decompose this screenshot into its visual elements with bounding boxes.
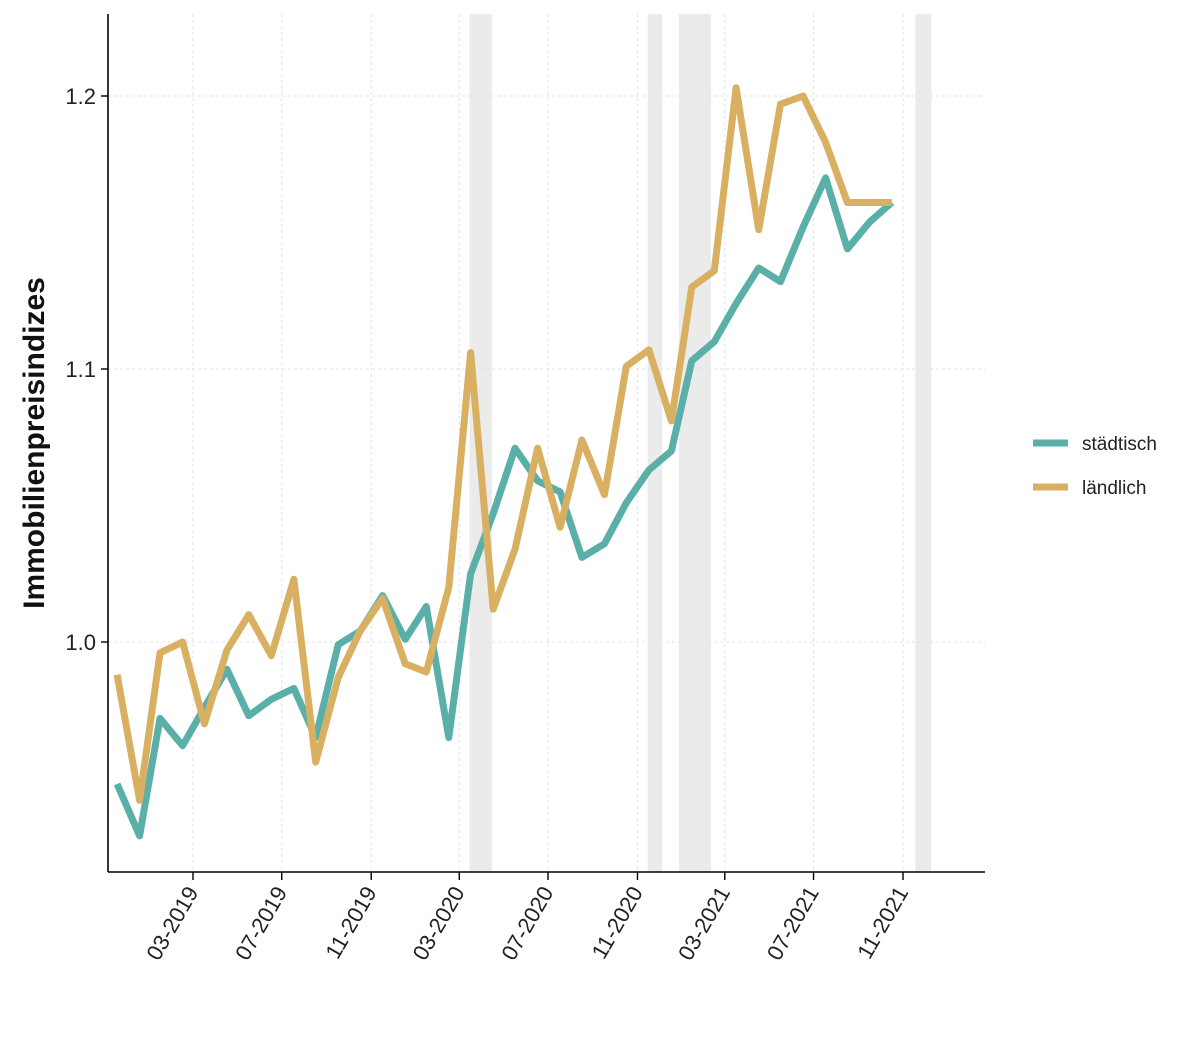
x-tick-label: 11-2021 [852, 882, 913, 963]
x-tick-label: 07-2021 [762, 882, 824, 964]
axes [107, 14, 985, 873]
x-tick-label: 03-2019 [141, 882, 203, 964]
legend-label: ländlich [1082, 478, 1146, 499]
x-tick-label: 03-2021 [673, 882, 735, 964]
x-tick-label: 11-2020 [587, 882, 648, 963]
x-tick-label: 07-2020 [496, 882, 558, 964]
legend: städtisch ländlich [1033, 434, 1157, 499]
x-tick-label: 07-2019 [230, 882, 292, 964]
grid [108, 14, 985, 872]
y-tick-label: 1.2 [65, 84, 96, 109]
shaded-periods [469, 14, 932, 872]
legend-label: städtisch [1082, 434, 1157, 455]
x-tick-label: 11-2019 [320, 882, 381, 963]
shaded-period-3 [678, 14, 711, 872]
y-axis-title: Immobilienpreisindizes [18, 277, 51, 609]
series-line-staedtisch [113, 174, 895, 840]
series-lines [113, 84, 895, 840]
x-tick-label: 03-2020 [408, 882, 470, 964]
shaded-period-2 [647, 14, 663, 872]
series-line-laendlich [113, 84, 892, 804]
y-tick-label: 1.0 [65, 630, 96, 655]
shaded-period-4 [915, 14, 932, 872]
y-tick-label: 1.1 [65, 357, 96, 382]
